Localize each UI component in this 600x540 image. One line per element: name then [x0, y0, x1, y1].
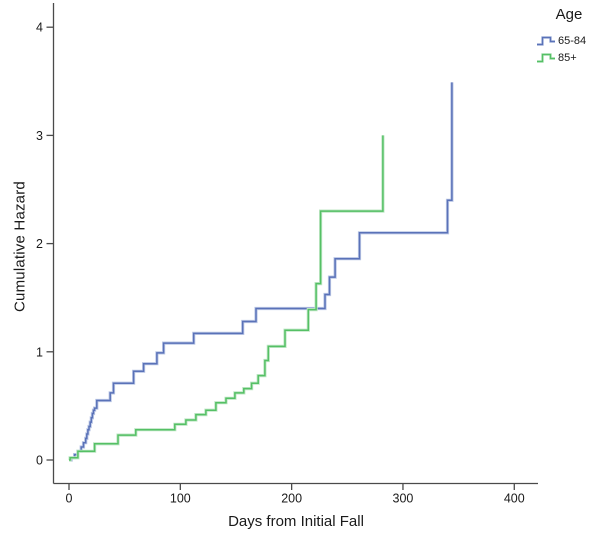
y-tick-label: 0	[36, 454, 43, 468]
y-axis-title: Cumulative Hazard	[11, 181, 29, 312]
series-line	[70, 82, 453, 461]
legend-glyph-core	[537, 36, 555, 46]
y-tick-label: 2	[36, 237, 43, 251]
series-halo	[69, 82, 454, 462]
y-tick-label: 1	[36, 345, 43, 359]
y-tick-label: 3	[36, 129, 43, 143]
legend-label: 85+	[558, 51, 577, 64]
legend-glyph-core	[537, 53, 555, 63]
x-axis-title: Days from Initial Fall	[228, 513, 364, 530]
x-tick-label: 0	[66, 492, 73, 506]
legend-title: Age	[555, 6, 583, 23]
series-85+	[68, 135, 385, 462]
axes	[46, 3, 538, 490]
x-tick-label: 100	[170, 492, 191, 506]
x-tick-label: 300	[393, 492, 414, 506]
series-halo	[68, 135, 385, 462]
series-line	[69, 135, 384, 461]
legend-label: 65-84	[558, 34, 587, 47]
step-line-icon	[537, 53, 555, 63]
series-65-84	[69, 82, 454, 462]
legend-item-65-84: 65-84	[522, 32, 598, 49]
x-tick-label: 400	[504, 492, 525, 506]
tick-labels: 0 1 2 3 4 0 100 200 300 400	[36, 21, 525, 506]
x-tick-label: 200	[281, 492, 302, 506]
legend: Age 65-84 85+	[522, 6, 598, 66]
y-tick-label: 4	[36, 21, 43, 35]
legend-item-85plus: 85+	[522, 49, 598, 66]
step-line-icon	[537, 36, 555, 46]
